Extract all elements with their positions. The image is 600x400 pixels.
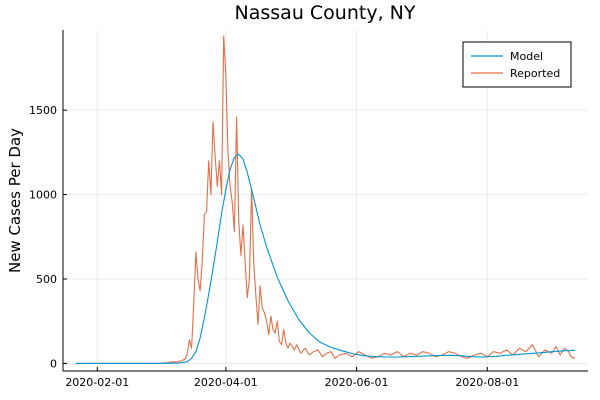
x-tick-label: 2020-02-01	[65, 376, 129, 389]
series-line-reported	[75, 35, 576, 364]
y-tick-label: 1000	[29, 189, 57, 202]
chart-title: Nassau County, NY	[235, 2, 416, 24]
axes	[62, 30, 588, 372]
legend-label-reported: Reported	[510, 67, 560, 80]
y-tick-label: 0	[50, 357, 57, 370]
x-tick-label: 2020-04-01	[194, 376, 258, 389]
y-axis-label: New Cases Per Day	[6, 128, 24, 273]
x-tick-label: 2020-08-01	[455, 376, 519, 389]
legend-label-model: Model	[510, 50, 543, 63]
series-group	[75, 35, 576, 364]
tick-labels: 2020-02-01 2020-04-01 2020-06-01 2020-08-01…	[29, 104, 519, 389]
series-line-model	[75, 153, 576, 364]
legend-box	[462, 41, 572, 88]
y-tick-label: 1500	[29, 104, 57, 117]
y-tick-label: 500	[36, 273, 57, 286]
legend: Model Reported	[462, 41, 572, 88]
x-tick-label: 2020-06-01	[325, 376, 389, 389]
